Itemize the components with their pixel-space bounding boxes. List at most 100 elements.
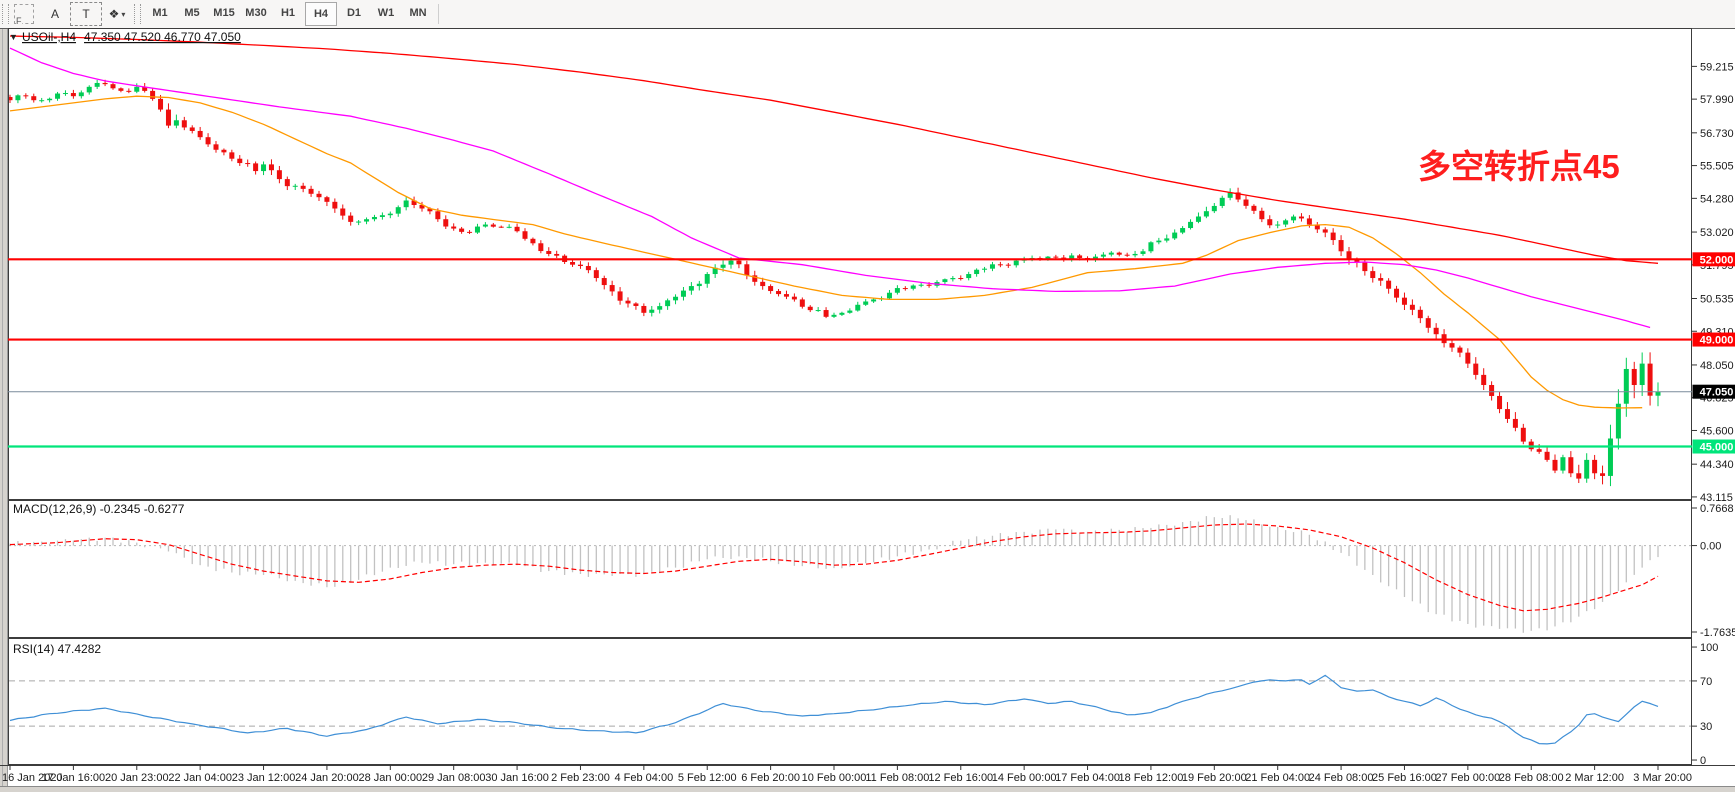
svg-text:53.020: 53.020 bbox=[1700, 227, 1734, 239]
candle bbox=[467, 231, 473, 233]
candle bbox=[1433, 327, 1439, 335]
candle bbox=[1560, 457, 1566, 471]
candle bbox=[1251, 205, 1257, 211]
candle bbox=[1409, 304, 1415, 310]
candle bbox=[102, 82, 108, 85]
candle bbox=[1481, 374, 1487, 386]
svg-text:-1.7635: -1.7635 bbox=[1700, 627, 1735, 639]
time-label: 10 Feb 00:00 bbox=[802, 772, 867, 784]
svg-text:100: 100 bbox=[1700, 642, 1718, 654]
candle bbox=[966, 274, 972, 279]
candle bbox=[1283, 220, 1289, 225]
svg-text:0.7668: 0.7668 bbox=[1700, 503, 1734, 515]
chart-background[interactable] bbox=[8, 28, 1735, 786]
macd-panel[interactable]: 0.7668 0.00 -1.7635 bbox=[9, 503, 1735, 639]
time-label: 25 Feb 16:00 bbox=[1372, 772, 1437, 784]
price-level-badge-49.000 bbox=[1692, 332, 1735, 347]
candle bbox=[1386, 280, 1392, 289]
timeframe-H1[interactable]: H1 bbox=[280, 7, 296, 19]
svg-text:43.115: 43.115 bbox=[1700, 492, 1733, 504]
candle bbox=[593, 270, 599, 279]
candle bbox=[1298, 216, 1304, 219]
timeframe-MN[interactable]: MN bbox=[409, 7, 427, 19]
symbol-dropdown-icon[interactable]: ▼ bbox=[9, 32, 18, 42]
candle bbox=[783, 294, 789, 297]
time-label: 2 Feb 23:00 bbox=[551, 772, 610, 784]
candle bbox=[1053, 256, 1059, 258]
candle bbox=[799, 299, 805, 307]
svg-text:45.600: 45.600 bbox=[1700, 425, 1734, 437]
candle bbox=[1322, 229, 1328, 233]
candle bbox=[1108, 252, 1114, 255]
candle bbox=[482, 224, 488, 227]
timeframe-H4[interactable]: H4 bbox=[305, 2, 337, 26]
candle bbox=[1394, 288, 1400, 298]
candle bbox=[1314, 224, 1320, 230]
candle bbox=[776, 291, 782, 295]
toolbar-separator-handle bbox=[134, 4, 141, 24]
candle bbox=[1647, 363, 1653, 396]
timeframe-M1[interactable]: M1 bbox=[152, 7, 168, 19]
timeframe-D1[interactable]: D1 bbox=[346, 7, 362, 19]
annotation-text[interactable]: 多空转折点45 bbox=[1418, 148, 1620, 185]
timeframe-M30[interactable]: M30 bbox=[245, 7, 267, 19]
candle bbox=[1631, 368, 1637, 386]
candle bbox=[1306, 218, 1312, 225]
ma-slow-line bbox=[9, 35, 1659, 264]
candle bbox=[665, 300, 671, 307]
candle bbox=[173, 120, 179, 126]
candle bbox=[886, 292, 892, 299]
svg-text:0: 0 bbox=[1700, 755, 1706, 767]
svg-text:45.000: 45.000 bbox=[1700, 442, 1734, 454]
price-level-badge-52.000 bbox=[1692, 252, 1735, 267]
candle bbox=[1219, 197, 1225, 206]
main-chart-panel[interactable]: 59.21557.99056.73055.50554.28053.02051.7… bbox=[0, 28, 1735, 765]
timeframe-M5[interactable]: M5 bbox=[184, 7, 200, 19]
chart-grid-f-icon[interactable]: F bbox=[14, 4, 34, 26]
candle bbox=[316, 193, 322, 198]
candle bbox=[459, 228, 465, 232]
chart-title: USOil-,H4 47.350 47.520 46.770 47.050 bbox=[22, 30, 241, 44]
candle bbox=[1259, 210, 1265, 220]
rsi-panel[interactable]: 100 70 30 0 bbox=[9, 642, 1718, 767]
candle bbox=[181, 120, 187, 128]
candle bbox=[435, 211, 441, 220]
candle bbox=[427, 208, 433, 212]
candle bbox=[1600, 473, 1606, 476]
candle bbox=[245, 163, 251, 165]
candle bbox=[538, 243, 544, 252]
candle bbox=[1489, 385, 1495, 396]
objects-tool[interactable]: ❖ ▾ bbox=[102, 3, 132, 25]
candle bbox=[1227, 192, 1233, 198]
time-label: 5 Feb 12:00 bbox=[678, 772, 737, 784]
svg-text:30: 30 bbox=[1700, 721, 1712, 733]
candle bbox=[1536, 449, 1542, 452]
svg-text:48.050: 48.050 bbox=[1700, 360, 1734, 372]
text-tool[interactable]: T bbox=[70, 2, 102, 26]
candle bbox=[791, 296, 797, 300]
candle bbox=[39, 100, 45, 102]
candle bbox=[617, 291, 623, 301]
candle bbox=[284, 179, 290, 187]
candle bbox=[292, 185, 298, 187]
candle bbox=[1172, 232, 1178, 239]
timeframe-W1[interactable]: W1 bbox=[377, 7, 395, 19]
candle bbox=[696, 283, 702, 287]
ma-mid-line bbox=[9, 47, 1651, 329]
candle bbox=[371, 216, 377, 220]
candle bbox=[165, 109, 171, 126]
candle bbox=[55, 93, 61, 99]
text-label-a-tool[interactable]: A bbox=[50, 7, 59, 21]
timeframe-button-group: M1 M5 M15 M30 H1 H4 D1 W1 MN bbox=[144, 2, 434, 26]
svg-text:56.730: 56.730 bbox=[1700, 128, 1734, 140]
timeframe-M15[interactable]: M15 bbox=[213, 7, 235, 19]
candle bbox=[982, 268, 988, 270]
candle bbox=[894, 288, 900, 293]
candle bbox=[760, 281, 766, 287]
toolbar-drag-handle[interactable] bbox=[2, 4, 9, 24]
macd-signal-line bbox=[9, 523, 1659, 612]
time-label: 17 Feb 04:00 bbox=[1055, 772, 1120, 784]
time-label: 20 Jan 23:00 bbox=[105, 772, 169, 784]
candle bbox=[989, 264, 995, 269]
